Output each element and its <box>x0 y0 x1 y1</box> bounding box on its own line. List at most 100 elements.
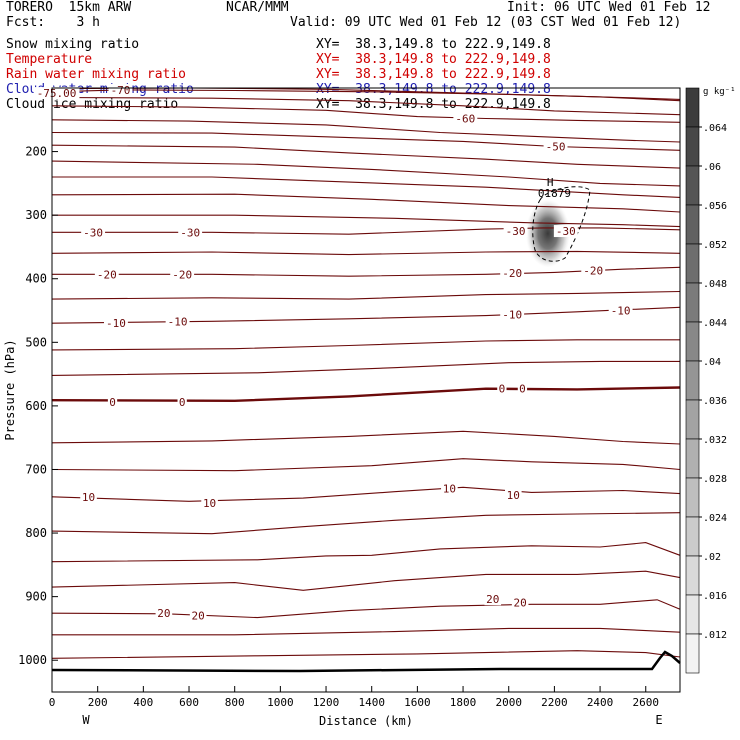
colorbar-label: .036 <box>703 396 727 407</box>
x-tick-label: 1600 <box>404 696 431 709</box>
colorbar-label: .02 <box>703 552 721 563</box>
isotherm-label-bg <box>155 607 173 620</box>
isotherm-label-bg <box>453 112 478 125</box>
isotherm-label: 10 <box>443 483 456 496</box>
isotherm-line <box>51 650 681 659</box>
y-tick-label: 600 <box>25 399 47 413</box>
x-end-label-east: E <box>655 713 662 727</box>
y-tick-label: 200 <box>25 145 47 159</box>
colorbar-segment <box>685 555 700 596</box>
isotherm-label-bg <box>608 304 633 317</box>
isotherm-line <box>51 160 681 187</box>
isotherm-label-bg <box>503 225 528 238</box>
colorbar-label: .016 <box>703 591 727 602</box>
isotherm-label: -10 <box>502 308 522 321</box>
colorbar-segment <box>685 633 700 674</box>
isotherm-label-bg <box>441 482 458 495</box>
isotherm-label-bg <box>201 497 218 510</box>
isotherm-label-bg <box>500 267 525 280</box>
colorbar-segment <box>685 204 700 245</box>
isotherm-line <box>51 193 681 213</box>
colorbar-label: .04 <box>703 357 721 368</box>
x-axis-title: Distance (km) <box>319 714 413 728</box>
isotherm-line <box>51 360 680 376</box>
isotherm-label-bg <box>517 382 528 395</box>
isotherm-label: -10 <box>611 305 631 318</box>
x-tick-label: 1200 <box>313 696 340 709</box>
isotherm-line <box>51 458 681 472</box>
colorbar-label: .012 <box>703 630 727 641</box>
isotherm-line <box>51 306 681 324</box>
colorbar-segment <box>685 399 700 440</box>
y-tick-label: 500 <box>25 335 47 349</box>
x-tick-label: 1800 <box>450 696 477 709</box>
forecast-hour: Fcst: 3 h <box>6 15 100 30</box>
x-tick-label: 2200 <box>541 696 568 709</box>
isotherm-label-bg <box>103 317 128 330</box>
y-tick-label: 900 <box>25 590 47 604</box>
colorbar-label: .06 <box>703 162 721 173</box>
colorbar-segment <box>685 282 700 323</box>
x-tick-label: 400 <box>133 696 153 709</box>
legend-label: Snow mixing ratio <box>6 37 140 52</box>
legend-label: Rain water mixing ratio <box>6 67 187 82</box>
isotherm-label-bg <box>504 488 522 501</box>
legend-xy: XY= 38.3,149.8 to 222.9,149.8 <box>316 37 551 52</box>
isotherm-label: -30 <box>180 226 200 239</box>
y-tick-label: 700 <box>25 462 47 476</box>
isotherm-line <box>51 430 681 445</box>
colorbar-segment <box>685 126 700 167</box>
isotherm-label: 10 <box>507 489 520 502</box>
isotherm-label: -10 <box>106 317 126 330</box>
isotherm-label-bg <box>165 315 190 328</box>
isotherm-label-bg <box>108 83 133 96</box>
isotherm-label-bg <box>81 226 106 239</box>
isotherm-line <box>52 266 681 277</box>
colorbar-segment <box>685 438 700 479</box>
isotherm-label: -30 <box>506 225 526 238</box>
isotherm-label: -20 <box>97 268 117 281</box>
isotherm-label: -30 <box>83 226 103 239</box>
isotherm-label-bg <box>94 268 119 281</box>
colorbar-segment <box>685 594 700 635</box>
isotherm-label: 10 <box>203 497 216 510</box>
isotherm-label-bg <box>581 264 606 277</box>
isotherm-line <box>51 290 681 300</box>
legend-label: Temperature <box>6 52 93 67</box>
isotherm-line <box>52 627 681 636</box>
y-tick-label: 1000 <box>18 653 47 667</box>
isotherm-label: -75.00 <box>37 87 77 100</box>
y-tick-label: 300 <box>25 208 47 222</box>
terrain-line <box>51 650 681 673</box>
isotherm-label: 20 <box>486 593 499 606</box>
isotherm-line <box>51 119 681 143</box>
isotherm-label: -50 <box>546 140 566 153</box>
isotherm-line <box>51 250 681 256</box>
isotherm-label: 20 <box>157 607 170 620</box>
colorbar-segment <box>685 360 700 401</box>
model-title: TORERO 15km ARW <box>6 0 132 15</box>
isotherm-label-bg <box>33 87 80 100</box>
colorbar-label: .028 <box>703 474 727 485</box>
ice-dashed-contour <box>532 186 591 262</box>
colorbar-label: .032 <box>703 435 727 446</box>
y-tick-label: 800 <box>25 526 47 540</box>
isotherm-label-bg <box>107 396 118 409</box>
legend-xy: XY= 38.3,149.8 to 222.9,149.8 <box>316 82 551 97</box>
legend-xy: XY= 38.3,149.8 to 222.9,149.8 <box>316 67 551 82</box>
isotherm-label: -30 <box>556 225 576 238</box>
x-tick-label: 0 <box>49 696 56 709</box>
colorbar-segment <box>685 516 700 557</box>
colorbar-unit: g kg⁻¹ <box>703 87 736 97</box>
isotherm-line <box>51 542 681 563</box>
isotherm-label-bg <box>484 593 502 606</box>
isotherm-line <box>51 599 681 619</box>
colorbar-segment <box>685 477 700 518</box>
colorbar-label: .024 <box>703 513 727 524</box>
x-tick-label: 800 <box>225 696 245 709</box>
isotherm-line <box>51 486 681 502</box>
isotherm-label: 0 <box>519 383 526 396</box>
isotherm-line <box>51 339 680 351</box>
isotherm-label-bg <box>189 609 207 622</box>
